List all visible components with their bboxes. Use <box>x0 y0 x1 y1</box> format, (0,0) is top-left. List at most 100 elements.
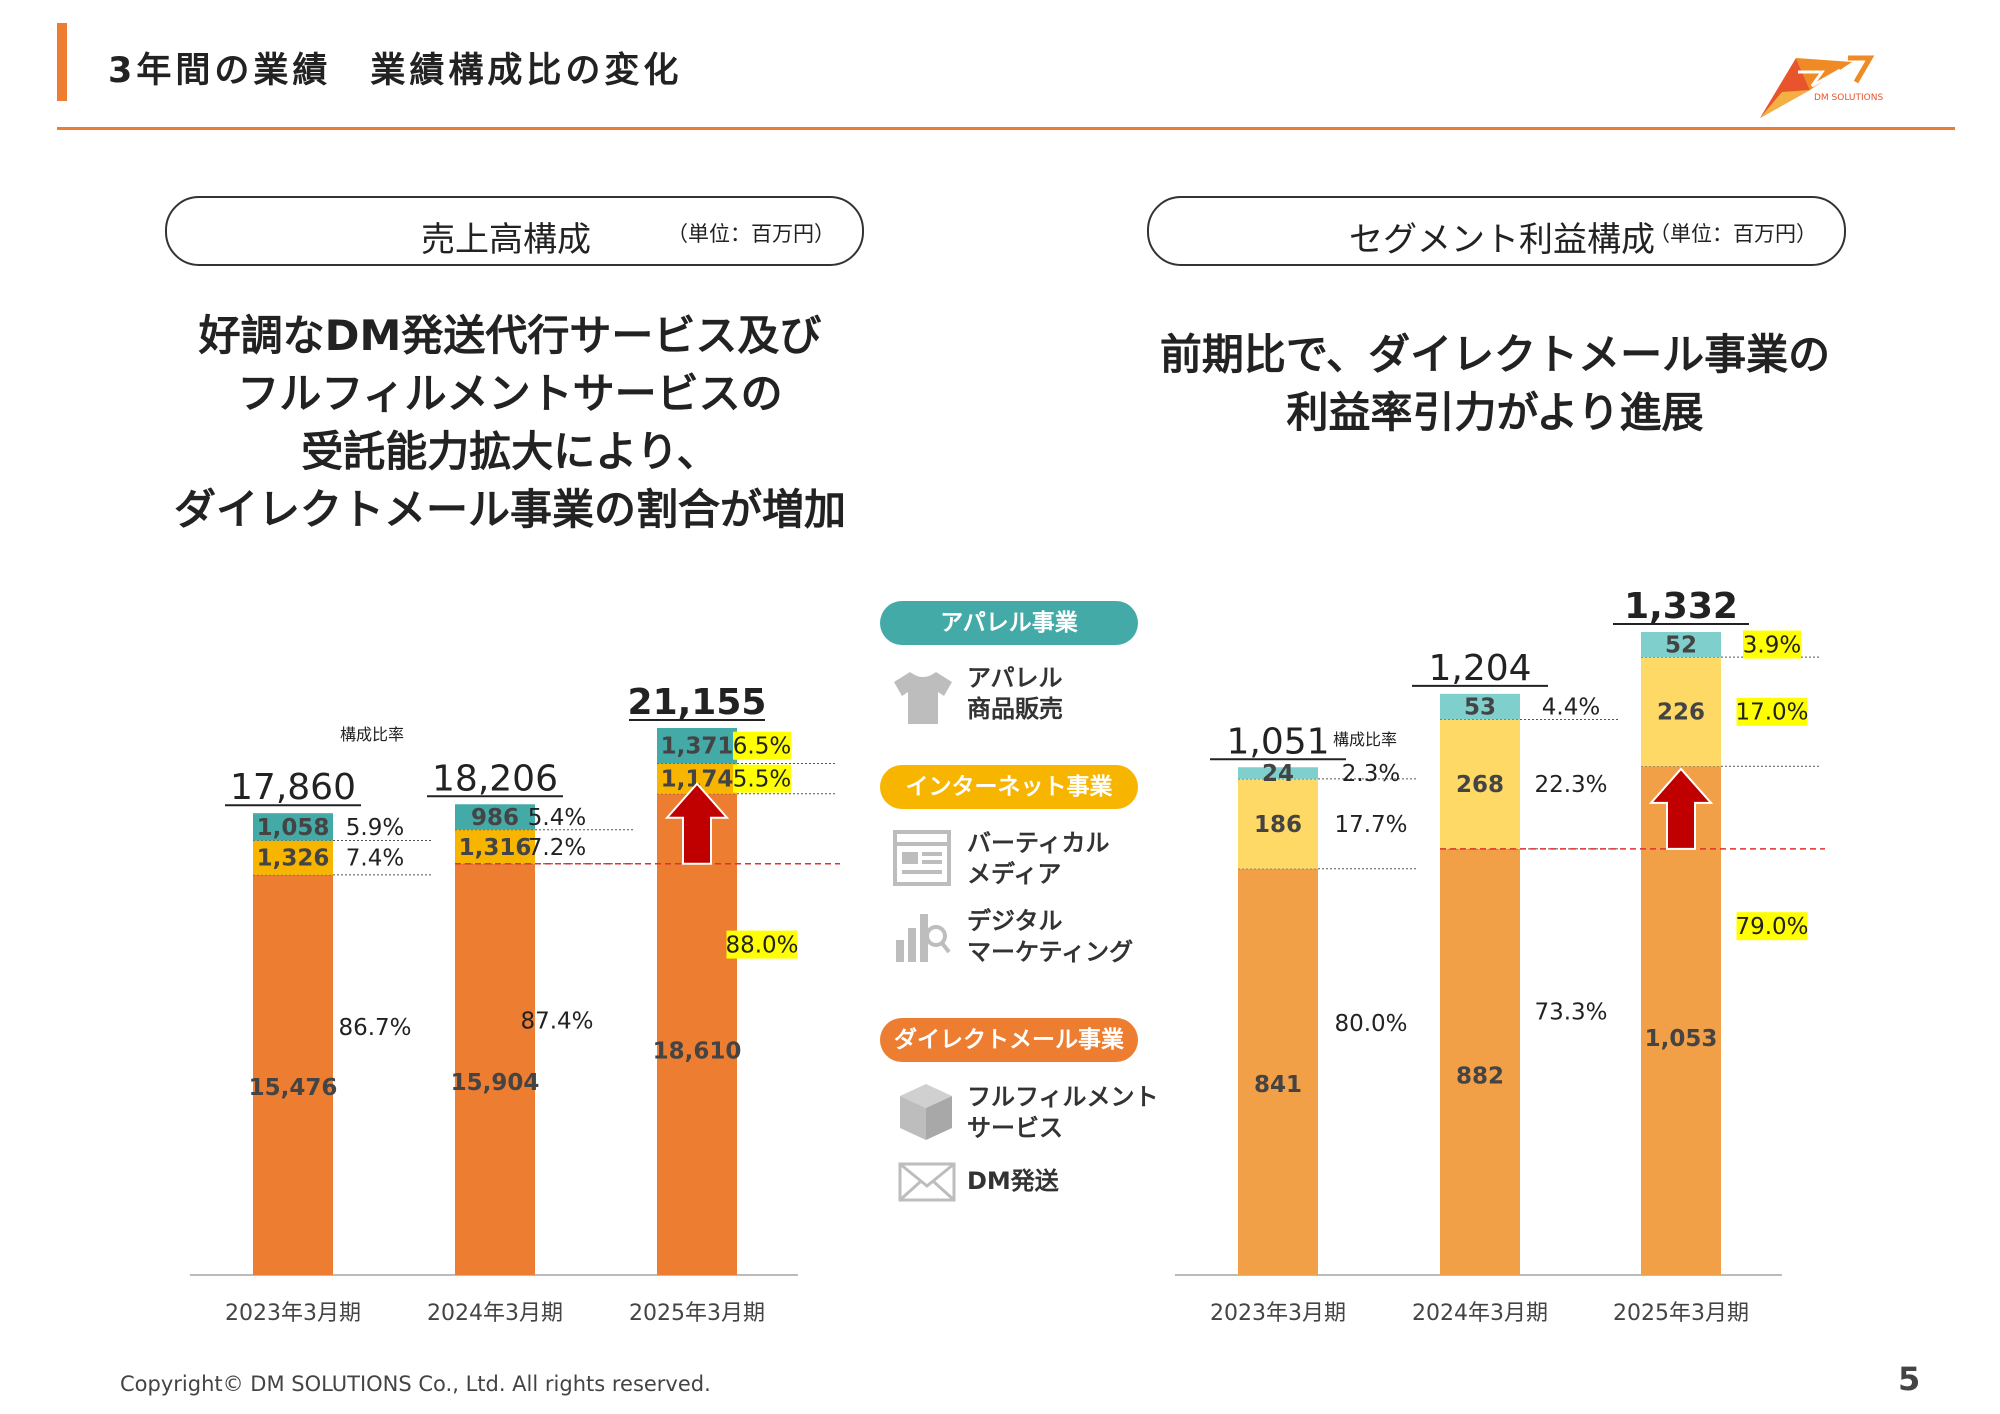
bar-segment <box>455 804 535 830</box>
percent-highlight <box>1736 697 1808 726</box>
box-icon <box>896 1080 956 1148</box>
data-label: 15,476 <box>249 1075 338 1101</box>
data-label: 1,316 <box>459 835 532 861</box>
legend-item-digital-marketing: デジタル マーケティング <box>967 907 1134 966</box>
data-label: 268 <box>1456 772 1504 798</box>
total-label: 1,051 <box>1226 721 1329 762</box>
bar-segment <box>1238 767 1318 779</box>
data-label: 882 <box>1456 1063 1504 1089</box>
bar-segment <box>657 728 737 764</box>
percent-label: 5.4% <box>528 805 586 831</box>
page-title: 3年間の業績 業績構成比の変化 <box>108 51 683 91</box>
legend-item-vertical-media: バーティカル メディア <box>967 829 1110 888</box>
category-label: 2024年3月期 <box>1412 1301 1548 1326</box>
ratio-label: 構成比率 <box>1333 730 1397 749</box>
legend-internet-pill: インターネット事業 <box>880 765 1138 809</box>
data-label: 226 <box>1657 700 1705 726</box>
bar-segment <box>253 840 333 875</box>
increase-arrow-icon <box>1648 767 1714 850</box>
total-label: 18,206 <box>432 758 558 799</box>
profit-unit-label: （単位：百万円） <box>1649 222 1817 246</box>
data-label: 841 <box>1254 1072 1302 1098</box>
bar-segment <box>1440 693 1520 720</box>
sales-headline-line: 受託能力拡大により、 <box>301 427 719 476</box>
header-rule <box>57 127 1955 130</box>
sales-section-title: 売上高構成 <box>421 220 591 260</box>
analytics-icon <box>892 906 952 970</box>
bar-segment <box>1238 778 1318 869</box>
category-label: 2023年3月期 <box>1210 1301 1346 1326</box>
sales-headline: 好調なDM発送代行サービス及び フルフィルメントサービスの 受託能力拡大により、… <box>110 307 910 539</box>
title-accent-bar <box>57 23 67 101</box>
percent-highlight <box>733 731 791 760</box>
page-number: 5 <box>1898 1360 1921 1398</box>
category-label: 2025年3月期 <box>1613 1301 1749 1326</box>
bar-segment <box>1238 868 1318 1275</box>
data-label: 186 <box>1254 812 1302 838</box>
percent-label: 88.0% <box>725 933 798 959</box>
category-label: 2024年3月期 <box>427 1301 563 1326</box>
percent-label: 87.4% <box>520 1008 593 1034</box>
data-label: 53 <box>1464 695 1496 721</box>
percent-highlight <box>733 764 791 793</box>
percent-highlight <box>726 930 798 959</box>
total-label: 21,155 <box>628 682 767 723</box>
percent-highlight <box>1736 912 1808 941</box>
category-label: 2023年3月期 <box>225 1301 361 1326</box>
tshirt-icon <box>890 668 956 730</box>
percent-label: 4.4% <box>1542 695 1600 721</box>
data-label: 15,904 <box>451 1070 540 1096</box>
web-page-icon <box>892 828 952 892</box>
bar-segment <box>253 813 333 841</box>
bar-segment <box>253 874 333 1275</box>
profit-section-title: セグメント利益構成 <box>1349 220 1655 260</box>
bar-segment <box>1641 657 1721 767</box>
data-label: 1,371 <box>661 734 734 760</box>
percent-label: 7.4% <box>346 846 404 872</box>
profit-headline-line: 利益率引力がより進展 <box>1286 388 1704 437</box>
legend-apparel-pill: アパレル事業 <box>880 601 1138 645</box>
data-label: 52 <box>1665 633 1697 659</box>
percent-label: 79.0% <box>1735 914 1808 940</box>
bar-segment <box>1440 848 1520 1275</box>
percent-label: 2.3% <box>1342 761 1400 787</box>
percent-label: 6.5% <box>733 734 791 760</box>
data-label: 24 <box>1262 761 1294 787</box>
ratio-label: 構成比率 <box>340 725 404 744</box>
envelope-icon <box>898 1162 956 1206</box>
logo-text: DM SOLUTIONS <box>1814 93 1883 103</box>
legend-dm-pill: ダイレクトメール事業 <box>880 1018 1138 1062</box>
increase-arrow-icon <box>664 782 730 865</box>
percent-label: 7.2% <box>528 835 586 861</box>
percent-label: 5.9% <box>346 815 404 841</box>
percent-label: 80.0% <box>1334 1011 1407 1037</box>
profit-headline: 前期比で、ダイレクトメール事業の 利益率引力がより進展 <box>1095 326 1895 442</box>
total-label: 17,860 <box>230 767 356 808</box>
profit-section-pill: セグメント利益構成 （単位：百万円） <box>1147 196 1846 266</box>
bar-segment <box>657 793 737 1275</box>
percent-label: 22.3% <box>1534 772 1607 798</box>
bar-segment <box>1641 632 1721 658</box>
bar-segment <box>1641 766 1721 1275</box>
percent-label: 17.7% <box>1334 812 1407 838</box>
data-label: 986 <box>471 805 519 831</box>
profit-headline-line: 前期比で、ダイレクトメール事業の <box>1159 330 1831 379</box>
legend-item-dm-shipping: DM発送 <box>967 1167 1059 1195</box>
sales-section-pill: 売上高構成 （単位：百万円） <box>165 196 864 266</box>
data-label: 1,058 <box>257 815 330 841</box>
percent-label: 3.9% <box>1743 633 1801 659</box>
percent-label: 86.7% <box>338 1015 411 1041</box>
bar-segment <box>1440 719 1520 849</box>
total-label: 1,204 <box>1428 648 1531 689</box>
company-logo: DM SOLUTIONS <box>1752 52 1912 124</box>
percent-label: 5.5% <box>733 767 791 793</box>
data-label: 18,610 <box>653 1038 742 1064</box>
sales-headline-line: ダイレクトメール事業の割合が増加 <box>173 485 846 534</box>
sales-unit-label: （単位：百万円） <box>667 222 835 246</box>
bar-segment <box>455 863 535 1275</box>
legend-item-fulfillment: フルフィルメント サービス <box>967 1083 1159 1142</box>
percent-label: 17.0% <box>1735 700 1808 726</box>
sales-headline-line: 好調なDM発送代行サービス及び <box>198 311 822 360</box>
legend-item-apparel-sales: アパレル 商品販売 <box>967 664 1063 723</box>
data-label: 1,053 <box>1645 1026 1718 1052</box>
